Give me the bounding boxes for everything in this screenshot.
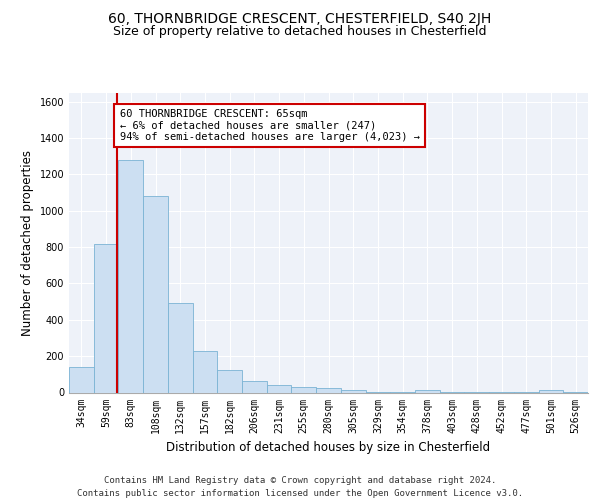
Bar <box>118 160 143 392</box>
Bar <box>242 380 267 392</box>
Bar <box>193 350 217 393</box>
X-axis label: Distribution of detached houses by size in Chesterfield: Distribution of detached houses by size … <box>166 441 491 454</box>
Bar <box>143 196 168 392</box>
Bar <box>217 370 242 392</box>
Text: 60 THORNBRIDGE CRESCENT: 65sqm
← 6% of detached houses are smaller (247)
94% of : 60 THORNBRIDGE CRESCENT: 65sqm ← 6% of d… <box>119 109 419 142</box>
Bar <box>341 390 365 392</box>
Bar <box>539 390 563 392</box>
Bar <box>168 302 193 392</box>
Bar <box>267 385 292 392</box>
Text: 60, THORNBRIDGE CRESCENT, CHESTERFIELD, S40 2JH: 60, THORNBRIDGE CRESCENT, CHESTERFIELD, … <box>109 12 491 26</box>
Bar <box>292 388 316 392</box>
Text: Size of property relative to detached houses in Chesterfield: Size of property relative to detached ho… <box>113 25 487 38</box>
Bar <box>69 367 94 392</box>
Bar <box>94 244 118 392</box>
Bar <box>415 390 440 392</box>
Text: Contains HM Land Registry data © Crown copyright and database right 2024.
Contai: Contains HM Land Registry data © Crown c… <box>77 476 523 498</box>
Bar <box>316 388 341 392</box>
Y-axis label: Number of detached properties: Number of detached properties <box>21 150 34 336</box>
